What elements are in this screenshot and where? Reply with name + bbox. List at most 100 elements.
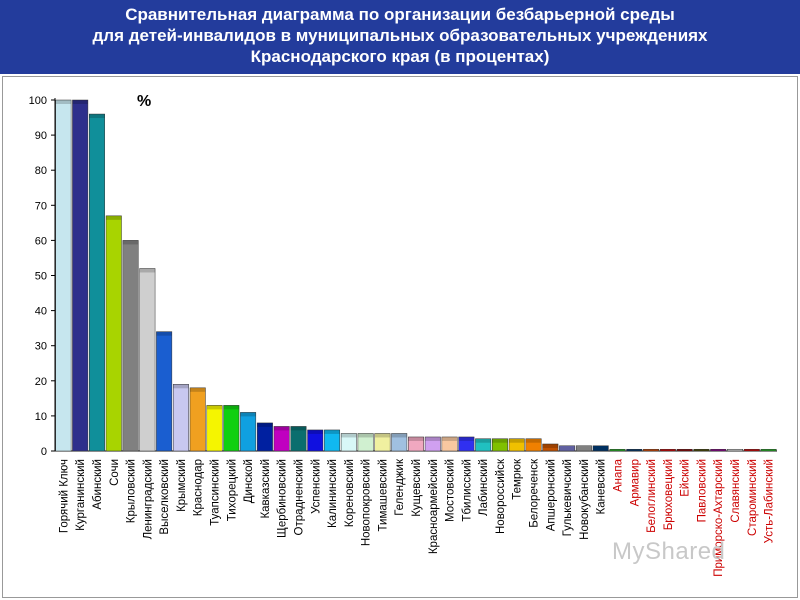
bar xyxy=(609,448,626,452)
y-tick-label: 70 xyxy=(35,200,47,212)
bar xyxy=(324,429,341,452)
y-tick-label: 90 xyxy=(35,130,47,142)
bar xyxy=(676,448,693,452)
bar-top-shade xyxy=(441,436,458,441)
x-tick-label: Приморско-Ахтарский xyxy=(713,459,725,577)
bar xyxy=(525,438,542,452)
bar xyxy=(89,113,105,452)
bar xyxy=(559,445,576,452)
y-tick-label: 40 xyxy=(35,306,47,318)
bar xyxy=(659,448,676,452)
chart-frame: 0 10 20 30 40 50 60 70 80 90 100 Горячий Ключ Курга… xyxy=(2,76,798,598)
y-tick-label: 60 xyxy=(35,235,47,247)
chart-title-banner: Сравнительная диаграмма по организации б… xyxy=(0,0,800,74)
bar xyxy=(105,215,122,452)
bar-top-shade xyxy=(458,436,475,441)
bar-top-shade xyxy=(223,405,240,410)
bar-top-shade xyxy=(273,426,290,431)
y-tick-label: 100 xyxy=(29,95,47,107)
bar-top-shade xyxy=(89,114,105,119)
bar xyxy=(156,331,173,452)
bar-top-shade xyxy=(139,268,156,273)
x-tick-label: Выселковский xyxy=(159,459,171,535)
bar xyxy=(408,436,424,452)
bar-top-shade xyxy=(408,436,424,441)
bar-top-shade xyxy=(173,384,189,389)
bar xyxy=(643,448,660,452)
x-tick-label: Тихорецкий xyxy=(226,459,238,521)
y-tick-label: 30 xyxy=(35,341,47,353)
watermark: MyShared xyxy=(612,538,726,565)
x-tick-label: Кореновский xyxy=(344,459,356,527)
bar-top-shade xyxy=(374,433,391,438)
x-tick-label: Белореченск xyxy=(529,458,541,528)
bar xyxy=(575,445,592,452)
bar-chart: 0 10 20 30 40 50 60 70 80 90 100 Горячий Ключ Курга… xyxy=(29,93,777,577)
x-tick-label: Калининский xyxy=(327,459,339,528)
x-tick-label: Абинский xyxy=(92,459,104,510)
bar-top-shade xyxy=(425,436,441,441)
chart-title-line-2: для детей-инвалидов в муниципальных обра… xyxy=(92,26,708,45)
x-tick-label: Красноармейский xyxy=(428,459,440,554)
x-tick-label: Брюховецкий xyxy=(663,459,675,530)
x-tick-label: Гулькевичский xyxy=(562,459,574,536)
bar-top-shade xyxy=(492,438,508,443)
bar-top-shade xyxy=(391,433,407,438)
bars-group xyxy=(55,99,777,452)
x-tick-label: Славянский xyxy=(730,459,742,523)
bar xyxy=(508,438,525,452)
y-tick-label: 10 xyxy=(35,411,47,423)
bar xyxy=(424,436,441,452)
bar xyxy=(172,384,189,452)
x-tick-label: Усть-Лабинский xyxy=(764,459,776,543)
x-tick-label: Павловский xyxy=(696,459,708,522)
bar xyxy=(273,426,290,452)
bar-top-shade xyxy=(257,422,273,427)
bar xyxy=(307,429,324,452)
bar xyxy=(240,412,257,452)
x-tick-label: Тимашевский xyxy=(377,459,389,531)
x-tick-label: Успенский xyxy=(310,459,322,514)
x-tick-label: Анапа xyxy=(612,458,624,492)
bar xyxy=(542,443,559,452)
x-tick-label: Лабинский xyxy=(478,459,490,516)
bar xyxy=(475,438,492,452)
bar xyxy=(743,448,760,452)
bar xyxy=(55,99,72,452)
bar xyxy=(710,448,727,452)
bar-top-shade xyxy=(525,438,542,443)
bar xyxy=(340,433,357,452)
x-axis-labels: Горячий Ключ Курганинский Абинский Сочи Крыл… xyxy=(58,458,775,577)
bar-top-shade xyxy=(106,215,122,220)
bar xyxy=(206,405,223,452)
bar-top-shade xyxy=(72,100,88,104)
chart-title-line-1: Сравнительная диаграмма по организации б… xyxy=(125,5,675,24)
bar xyxy=(290,426,307,452)
x-tick-label: Староминский xyxy=(747,459,759,536)
x-tick-label: Сочи xyxy=(109,459,121,486)
chart-title-line-3: Краснодарского края (в процентах) xyxy=(250,47,550,66)
x-tick-label: Мостовский xyxy=(445,459,457,522)
bar-top-shade xyxy=(189,387,206,392)
bar-top-shade xyxy=(156,331,172,336)
bar xyxy=(256,422,273,452)
x-tick-label: Темрюк xyxy=(512,458,524,500)
bar-top-shade xyxy=(509,438,525,443)
x-tick-label: Крыловский xyxy=(126,459,138,523)
bar xyxy=(693,448,710,452)
x-tick-label: Кавказский xyxy=(260,459,272,519)
y-tick-label: 0 xyxy=(41,446,47,458)
bar-top-shade xyxy=(307,429,323,434)
bar xyxy=(72,99,89,452)
bar-top-shade xyxy=(542,443,559,448)
bar xyxy=(139,268,156,452)
x-tick-label: Крымский xyxy=(176,459,188,512)
x-tick-label: Каневский xyxy=(596,459,608,514)
y-tick-label: 80 xyxy=(35,165,47,177)
x-tick-label: Краснодар xyxy=(193,459,205,516)
x-tick-label: Новороссийск xyxy=(495,458,507,534)
x-tick-label: Апшеронский xyxy=(545,459,557,531)
y-tick-label: 20 xyxy=(35,376,47,388)
bar xyxy=(223,405,240,452)
x-tick-label: Новокубанский xyxy=(579,459,591,540)
